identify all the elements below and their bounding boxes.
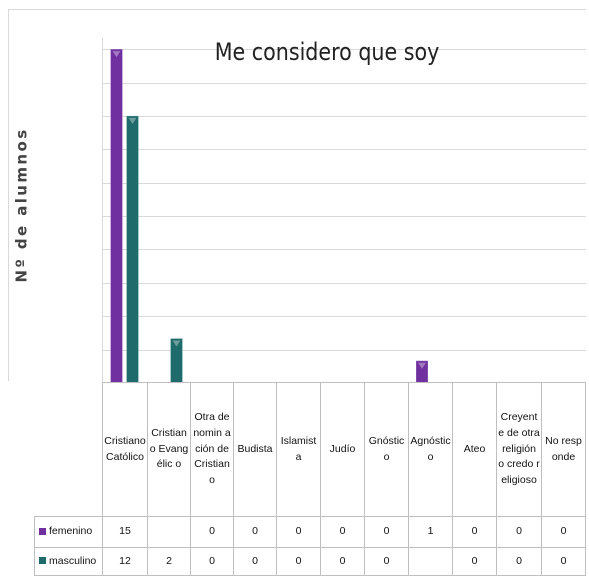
table-cell: 0 xyxy=(320,516,365,548)
chart-border-left xyxy=(8,9,9,381)
chart-title: Me considero que soy xyxy=(214,38,440,66)
table-cell xyxy=(147,516,191,548)
table-cell: 0 xyxy=(364,547,409,576)
table-cell: 0 xyxy=(541,547,586,576)
table-cell: 1 xyxy=(408,516,453,548)
category-label: Gnóstico xyxy=(364,382,409,517)
table-cell: 0 xyxy=(233,516,277,548)
bar-femenino-1 xyxy=(110,48,123,384)
table-cell: 0 xyxy=(276,516,321,548)
category-label: Judío xyxy=(320,382,365,517)
table-cell: 0 xyxy=(276,547,321,576)
category-label: Cristiano Evangélic o xyxy=(147,382,191,517)
table-cell: 0 xyxy=(233,547,277,576)
table-cell: 12 xyxy=(102,547,148,576)
legend-label: femenino xyxy=(49,525,93,538)
table-cell: 0 xyxy=(452,547,497,576)
table-cell xyxy=(408,547,453,576)
table-cell: 0 xyxy=(541,516,586,548)
table-cell: 2 xyxy=(147,547,191,576)
category-label: Cristiano Católico xyxy=(102,382,148,517)
table-cell: 15 xyxy=(102,516,148,548)
legend-entry-masculino: masculino xyxy=(34,547,103,576)
bar-masculino-1 xyxy=(126,115,139,384)
table-cell: 0 xyxy=(320,547,365,576)
legend-entry-femenino: femenino xyxy=(34,516,103,548)
category-label: Creyente de otra religión o credo religi… xyxy=(496,382,542,517)
table-corner xyxy=(34,382,103,517)
table-cell: 0 xyxy=(190,516,234,548)
category-label: Agnóstic o xyxy=(408,382,453,517)
table-cell: 0 xyxy=(364,516,409,548)
table-cell: 0 xyxy=(496,547,542,576)
table-cell: 0 xyxy=(190,547,234,576)
bar-top-marker xyxy=(128,117,137,124)
chart-border-top xyxy=(8,9,586,10)
legend-swatch xyxy=(39,527,46,535)
bar-top-marker xyxy=(112,51,121,58)
category-label: Otra denomin ación de Cristiano xyxy=(190,382,234,517)
category-label: Islamista xyxy=(276,382,321,517)
table-row: masculino 12 2 0 0 0 0 0 0 0 0 xyxy=(34,547,586,576)
bar-top-marker xyxy=(418,362,426,369)
category-label: No responde xyxy=(541,382,586,517)
legend-swatch xyxy=(39,557,46,565)
table-cell: 0 xyxy=(452,516,497,548)
legend-label: masculino xyxy=(49,554,97,567)
category-label: Budista xyxy=(233,382,277,517)
bar-top-marker xyxy=(172,340,181,347)
table-row: femenino 15 0 0 0 0 0 1 0 0 0 xyxy=(34,516,586,548)
category-label: Ateo xyxy=(452,382,497,517)
table-cell: 0 xyxy=(496,516,542,548)
